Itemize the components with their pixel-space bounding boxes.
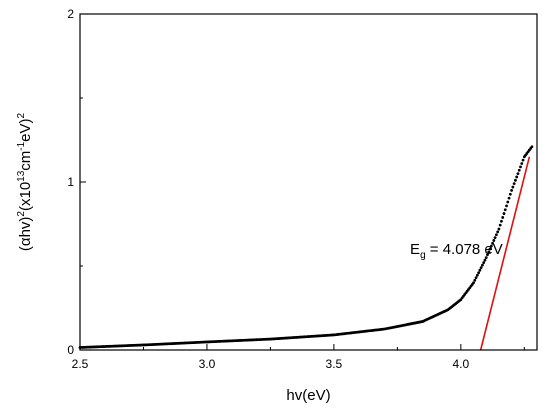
data-point [494,233,498,237]
data-point [506,200,510,204]
data-point [507,196,511,200]
data-point [500,219,503,223]
data-point [487,250,491,254]
data-point [520,162,524,165]
tauc-fit-line [479,156,531,351]
data-point [521,158,525,162]
data-point [516,172,520,176]
data-point [514,178,517,182]
data-point [486,253,489,257]
x-axis-title: hv(eV) [286,387,330,404]
y-title-part: hv) [17,217,34,238]
y-title-part: (x10 [17,182,34,211]
data-point [481,263,484,267]
y-title-sup: 13 [16,170,27,182]
data-point [510,189,514,192]
data-point [492,239,496,242]
y-title-sup: 2 [16,112,27,118]
data-point [479,266,483,270]
data-point [503,208,507,212]
y-tick-label: 0 [67,343,74,357]
data-point [517,168,521,172]
annotation-subscript: g [420,250,426,261]
data-point [473,278,477,282]
annotation-label: E [410,241,420,258]
y-title-sup: 2 [16,211,27,217]
data-point [474,276,478,280]
data-point [482,261,486,265]
x-tick-label: 3.5 [326,357,343,371]
data-point [493,236,497,240]
data-point [483,258,487,262]
data-point [472,281,475,285]
band-gap-annotation: Eg = 4.078 eV [410,241,503,261]
data-point [478,268,482,272]
data-point [505,204,508,208]
plot-area [78,145,534,351]
data-point [496,230,500,234]
data-point [502,212,506,215]
data-point [515,175,519,179]
y-title-sup: -1 [16,141,27,150]
data-point [519,165,522,169]
data-point [501,216,505,219]
data-point [488,247,492,251]
y-title-part: ( [17,246,34,251]
data-point [512,182,516,186]
y-tick-label: 1 [67,175,74,189]
x-tick-label: 4.0 [452,357,469,371]
data-point [508,192,512,196]
y-tick-label: 2 [67,7,74,21]
axis-ticks: 2.5 3.0 3.5 4.0 0 1 2 [67,7,525,371]
y-title-part: cm [17,151,34,171]
data-point [475,273,479,277]
data-point [491,241,494,245]
data-point [489,244,493,248]
annotation-value: = 4.078 eV [426,241,503,258]
y-axis-title: (αhv)2(x1013cm-1eV)2 [16,112,34,251]
data-point [498,223,502,227]
data-point [497,227,501,231]
data-points [78,145,534,349]
x-tick-label: 3.0 [199,357,216,371]
data-point [484,256,488,259]
y-title-alpha: α [17,237,34,246]
data-point [511,185,515,189]
y-title-part: eV) [17,118,34,141]
x-tick-label: 2.5 [72,357,89,371]
plot-frame [79,13,538,351]
data-point [530,145,534,149]
data-point [477,271,481,275]
